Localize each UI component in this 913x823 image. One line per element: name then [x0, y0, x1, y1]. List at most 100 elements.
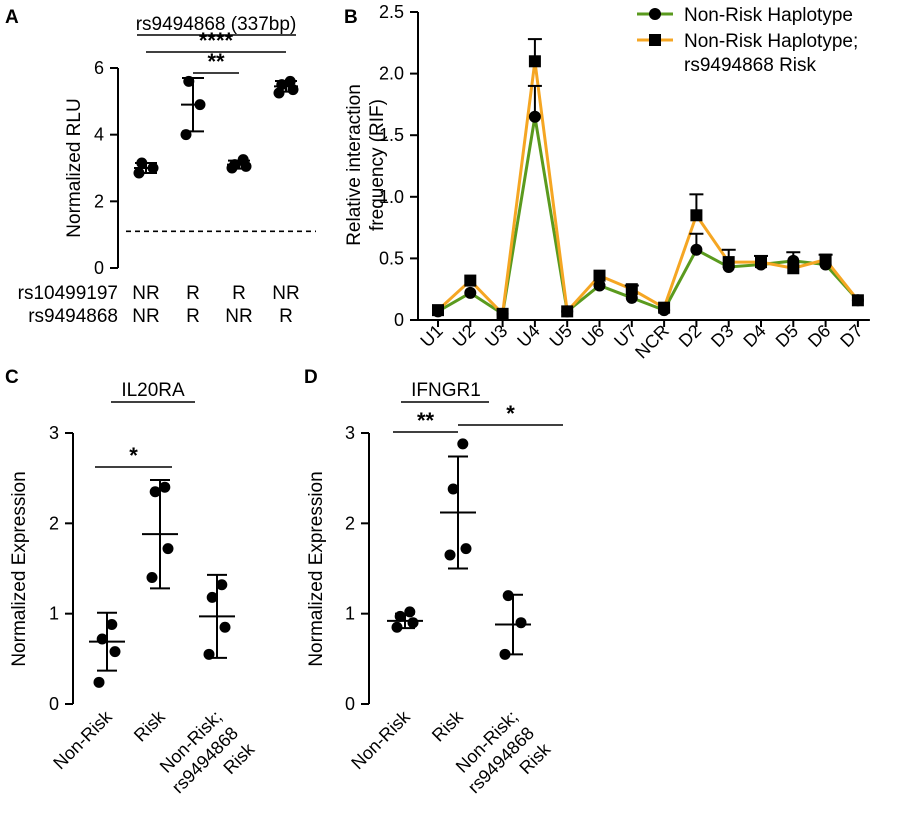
panel-a-group-2-data-point: [183, 75, 195, 87]
panel-c-group-3-data-point: [219, 621, 231, 633]
panel-b-series-2-point: [432, 304, 444, 317]
panel-a-group-2-data-point: [180, 129, 192, 141]
panel-b-x-tick-label: D2: [675, 321, 705, 351]
panel-d-y-tick-label: 3: [345, 423, 355, 443]
panel-a-y-tick-label: 4: [94, 125, 104, 145]
panel-d-x-tick-label: Non-Risk: [347, 706, 414, 773]
panel-c-group-1-data-point: [93, 676, 105, 688]
panel-d-group-2-data-point: [444, 549, 456, 561]
panel-a-group-4-data-point: [276, 79, 288, 91]
panel-b-y-tick-label: 2.5: [379, 2, 404, 22]
panel-b-series-2-point: [787, 262, 800, 275]
panel-b-legend-label-3: rs9494868 Risk: [684, 55, 817, 76]
panel-b-y-tick-label: 0.5: [379, 248, 404, 268]
panel-b-x-tick-label: U6: [578, 321, 608, 351]
panel-a-genotype-rs10499197: R: [186, 283, 200, 304]
panel-b-series-line-1: [437, 116, 860, 317]
panel-a-significance-label: ****: [199, 28, 234, 53]
panel-a-title: rs9494868 (337bp): [136, 14, 297, 35]
panel-c-x-tick-label: Risk: [130, 706, 170, 746]
panel-b-x-tick-label: D7: [836, 321, 866, 351]
panel-b-series-1-point: [464, 286, 477, 299]
panel-a-genotype-rs9494868: NR: [225, 306, 252, 327]
panel-a-genotype-rs9494868: R: [279, 306, 293, 327]
panel-a-group-4-data-point: [284, 75, 296, 87]
panel-b-series-2-point: [851, 294, 864, 307]
panel-a-group-1-data-point: [133, 167, 145, 179]
panel-a-genotype-rs10499197: R: [232, 283, 246, 304]
panel-b-x-tick-label: D3: [707, 321, 737, 351]
panel-c-x-tick-label-line: Non-Risk: [49, 706, 116, 773]
panel-b-series-2-point: [625, 283, 638, 296]
panel-a-group-3-data-point: [229, 159, 241, 171]
panel-b-series-1-point: [528, 110, 541, 123]
panel-a-group-4-data-point: [273, 87, 285, 99]
panel-b-series-1-point: [690, 243, 703, 256]
panel-a-genotype-rs9494868: R: [186, 306, 200, 327]
panel-d-x-tick-label-line: Non-Risk: [347, 706, 414, 773]
panel-letter-c: C: [5, 367, 19, 388]
panel-b-legend: Non-Risk Haplotype Non-Risk Haplotype; rs9…: [637, 5, 858, 76]
panel-b-chart: Relative interaction frequency (RIF) 0 0.5 1…: [344, 2, 870, 362]
panel-b-series-2-point: [755, 256, 767, 269]
panel-c-y-tick-label: 1: [49, 604, 59, 624]
panel-c-y-tick-label: 3: [49, 423, 59, 443]
panel-b-x-tick-label: NCR: [631, 321, 673, 363]
panel-d-x-tick-label: Risk: [428, 706, 468, 746]
panel-b-legend-marker-1: [649, 8, 661, 20]
panel-d-group-1-data-point: [404, 606, 416, 618]
panel-letter-d: D: [304, 367, 318, 388]
panel-d-group-2-data-point: [460, 543, 472, 555]
panel-letter-a: A: [5, 7, 19, 28]
panel-c-x-tick-label: Non-Risk: [49, 706, 116, 773]
panel-d-significance-label: **: [417, 408, 435, 433]
panel-c-group-1-data-point: [106, 619, 118, 631]
panel-b-legend-label-1: Non-Risk Haplotype: [684, 5, 853, 26]
panel-b-series-2-point: [690, 209, 703, 222]
panel-b-legend-marker-2: [649, 34, 661, 46]
panel-d-significance-label: *: [506, 401, 515, 426]
panel-d-group-3-data-point: [499, 648, 511, 660]
panel-c-significance-label: *: [129, 443, 138, 468]
panel-b-series-line-2: [436, 61, 860, 318]
panel-d-title: IFNGR1: [411, 380, 481, 401]
panel-c-group-3-data-point: [203, 648, 215, 660]
panel-c-group-3-data-point: [216, 579, 228, 591]
panel-b-series-1-point: [593, 279, 606, 292]
panel-b-series-2-point: [528, 55, 541, 68]
panel-b-x-tick-label: U1: [416, 321, 446, 351]
panel-c-y-tick-label: 0: [49, 694, 59, 714]
panel-b-x-tick-label: D4: [739, 321, 769, 351]
panel-a-y-tick-label: 0: [94, 258, 104, 278]
panel-b-legend-label-2: Non-Risk Haplotype;: [684, 31, 858, 52]
panel-d-y-tick-label: 1: [345, 604, 355, 624]
panel-a-genotype-rs10499197: NR: [272, 283, 299, 304]
panel-c-chart: IL20RA Normalized Expression 0 1 2 3 * Non-Risk…: [9, 380, 260, 814]
panel-d-y-tick-label: 0: [345, 694, 355, 714]
panel-c-group-1-data-point: [96, 633, 108, 645]
panel-b-series-2-point: [464, 274, 477, 287]
panel-a-group-4-data-point: [287, 84, 299, 96]
panel-d-group-3-data-point: [502, 590, 514, 602]
panel-b-x-tick-label: D6: [804, 321, 834, 351]
panel-d-group-1-data-point: [407, 617, 419, 629]
panel-b-x-tick-label: D5: [772, 321, 802, 351]
panel-d-group-3-data-point: [515, 617, 527, 629]
panel-d-x-tick-label-line: Risk: [428, 706, 468, 746]
panel-b-series-2-point: [658, 301, 671, 314]
panel-c-x-tick-label-line: Risk: [130, 706, 170, 746]
panel-c-x-tick-label: Non-Risk;rs9494868Risk: [152, 706, 260, 814]
panel-a-y-tick-label: 2: [94, 191, 104, 211]
panel-d-y-label: Normalized Expression: [306, 471, 327, 666]
panel-a-genotype-rs10499197: NR: [132, 283, 159, 304]
panel-c-group-1-data-point: [109, 646, 121, 658]
panel-b-y-tick-label: 1.0: [379, 187, 404, 207]
panel-d-group-1-data-point: [391, 621, 403, 633]
panel-a-group-3-data-point: [237, 154, 249, 166]
panel-b-y-tick-label: 0: [394, 310, 404, 330]
panel-c-title: IL20RA: [121, 380, 185, 401]
panel-c-group-2-data-point: [159, 481, 171, 493]
panel-c-group-2-data-point: [162, 543, 174, 555]
panel-b-series-2-point: [819, 253, 832, 266]
